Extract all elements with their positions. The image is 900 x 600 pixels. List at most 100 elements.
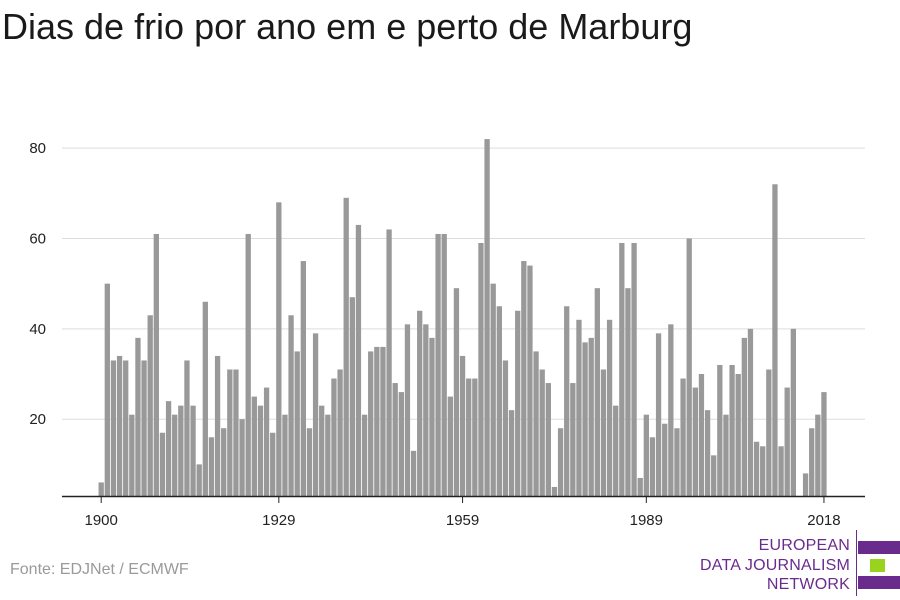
bar [239, 419, 245, 496]
bar [631, 242, 637, 496]
bar [355, 224, 362, 497]
bar [619, 242, 625, 496]
bar [753, 441, 760, 496]
bar [478, 242, 484, 496]
bar [245, 233, 251, 496]
bar [594, 288, 600, 496]
bar [110, 360, 117, 496]
bar [741, 337, 747, 496]
bar [288, 315, 294, 496]
bar [398, 392, 404, 496]
bar [539, 369, 545, 496]
bar [496, 306, 502, 496]
bar [802, 473, 809, 496]
bar [576, 319, 582, 496]
bar [300, 261, 306, 496]
bar [337, 369, 343, 496]
bar [184, 360, 190, 496]
bar [551, 486, 558, 496]
bar [331, 378, 337, 496]
x-tick-label: 1900 [85, 512, 118, 529]
bar [606, 319, 613, 496]
bar [515, 310, 521, 496]
bar [214, 355, 221, 496]
x-tick-label: 1929 [262, 512, 295, 529]
bar [625, 288, 631, 496]
bar [766, 369, 772, 496]
bar [196, 464, 202, 496]
bar [380, 346, 386, 496]
logo-text-european: EUROPEAN [758, 537, 850, 554]
bar [686, 238, 692, 496]
bar [557, 428, 564, 496]
bar [717, 364, 723, 496]
bar [680, 378, 686, 496]
bar [429, 337, 435, 496]
bar [141, 360, 147, 496]
bar [423, 324, 429, 496]
bar [263, 387, 270, 496]
bar [165, 401, 172, 496]
bar [521, 261, 527, 496]
logo-bar-green [870, 559, 885, 572]
bar [815, 414, 821, 496]
bar [116, 355, 123, 496]
bar [319, 405, 325, 496]
bar [453, 288, 460, 496]
bar [135, 337, 141, 496]
y-tick-label: 40 [29, 321, 46, 338]
bar [668, 324, 674, 496]
edjnet-logo: EUROPEAN DATA JOURNALISM NETWORK [700, 530, 900, 596]
bar [674, 428, 680, 496]
bar [435, 233, 441, 496]
bar [361, 414, 368, 496]
bar [527, 265, 533, 496]
logo-divider [856, 530, 857, 596]
bar [564, 306, 570, 496]
bar [129, 414, 135, 496]
bar [484, 139, 490, 496]
bar [257, 405, 264, 496]
x-tick-label: 1989 [630, 512, 663, 529]
bars [98, 139, 827, 497]
bar [490, 283, 496, 496]
bar [270, 432, 276, 496]
bar [343, 197, 349, 496]
bar [227, 369, 233, 496]
bar [459, 355, 466, 496]
bar [104, 283, 110, 496]
bar [821, 392, 827, 496]
y-tick-label: 80 [29, 140, 46, 157]
bar [637, 477, 643, 496]
bar [392, 383, 398, 496]
bar [704, 410, 711, 496]
bar [282, 414, 288, 496]
bar [772, 184, 778, 496]
bar [760, 446, 766, 496]
bar [159, 432, 166, 496]
bar [582, 342, 588, 496]
bar [613, 405, 619, 496]
bar [221, 428, 227, 496]
bar [294, 351, 300, 496]
bar [153, 233, 159, 496]
bar [441, 233, 447, 496]
x-tick-label: 2018 [807, 512, 840, 529]
bar [784, 387, 790, 496]
bar [147, 315, 153, 496]
bar [655, 333, 662, 496]
bar [368, 351, 374, 496]
logo-text-data-journalism: DATA JOURNALISM [700, 557, 850, 574]
bar [533, 351, 539, 496]
bar [729, 364, 735, 496]
bar [466, 378, 472, 496]
bar [233, 369, 239, 496]
bar [662, 423, 668, 496]
bar [588, 337, 594, 496]
bar [208, 437, 215, 496]
bar [410, 450, 417, 496]
bar [276, 202, 282, 496]
bar [123, 360, 129, 496]
bar [472, 378, 478, 496]
